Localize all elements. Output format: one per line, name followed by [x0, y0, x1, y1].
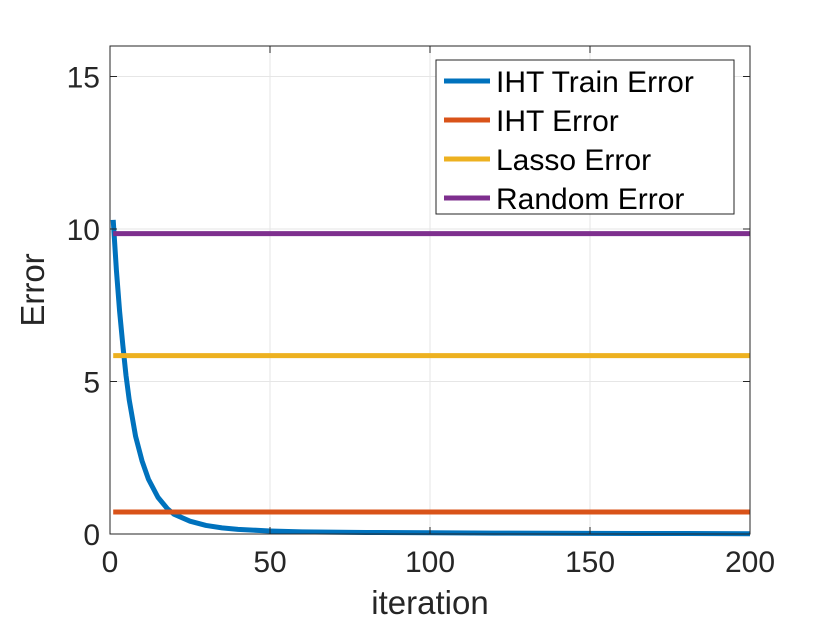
legend-box: [435, 59, 735, 215]
series-lines: [110, 219, 751, 537]
x-tick-label: 150: [565, 546, 615, 579]
y-tick-label: 10: [67, 214, 100, 247]
x-tick-label: 200: [725, 546, 775, 579]
y-tick-label: 5: [83, 367, 100, 400]
series-line: [110, 219, 751, 537]
axes: [109, 45, 751, 535]
legend-label: IHT Error: [496, 105, 619, 138]
legend: IHT Train Error IHT Error Lasso Error Rando…: [435, 59, 735, 216]
y-tick-label: 0: [83, 519, 100, 552]
tick-labels: 0 50 100 150 200 0 5 10 15: [67, 62, 775, 580]
x-tick-label: 100: [405, 546, 455, 579]
legend-label: Lasso Error: [496, 144, 651, 177]
legend-label: Random Error: [496, 183, 684, 216]
legend-label: IHT Train Error: [496, 66, 694, 99]
y-axis-label: Error: [14, 253, 51, 326]
y-tick-label: 15: [67, 62, 100, 95]
x-axis-label: iteration: [371, 584, 488, 621]
x-tick-label: 0: [102, 546, 119, 579]
x-tick-label: 50: [253, 546, 286, 579]
